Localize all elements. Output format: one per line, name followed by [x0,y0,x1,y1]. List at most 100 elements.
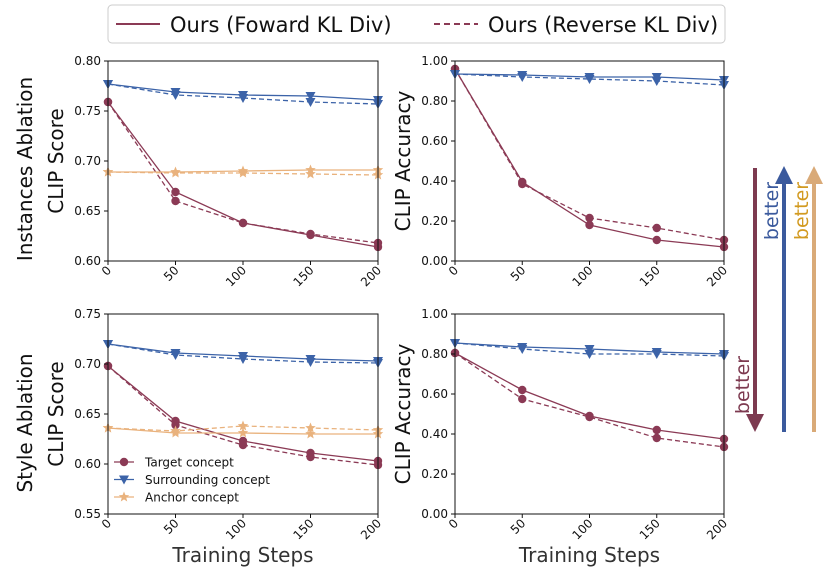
point-target-dashed-50 [171,420,180,430]
surrounding-better-label: better [761,182,783,240]
concept-legend: Target concept Surrounding concept Anchor … [114,456,270,505]
point-anchor-dashed-150 [305,168,316,179]
y-tick-label: 0.65 [74,204,101,218]
point-surrounding-dashed-50 [517,345,528,354]
legend-reverse-kl-label: Ours (Reverse KL Div) [488,13,718,37]
x-tick-label: 0 [446,263,461,278]
x-tick-label: 200 [358,263,384,289]
x-tick-label: 150 [637,263,663,289]
legend-anchor-marker [118,491,130,502]
y-tick-label: 0.65 [74,407,101,421]
point-surrounding-dashed-100 [584,75,595,84]
y-tick-label: 0.60 [421,134,448,148]
point-target-dashed-100 [585,213,594,223]
y-tick-label: 0.70 [74,154,101,168]
legend-target-label: Target concept [144,456,234,470]
x-tick-label: 200 [358,516,384,542]
point-target-solid-150 [652,425,661,435]
series-anchor-dashed-line [107,425,379,432]
x-tick-label: 50 [161,516,182,537]
y-axis-label: CLIP Score [44,361,68,466]
point-surrounding-dashed-50 [170,91,181,100]
row-label-instances: Instances Ablation [13,77,37,261]
point-surrounding-dashed-150 [305,98,316,107]
point-target-solid-50 [518,385,527,395]
point-surrounding-solid-100 [584,345,595,354]
y-tick-label: 0.80 [421,94,448,108]
surrounding-better-arrow: better [761,166,793,432]
y-tick-label: 1.00 [421,307,448,321]
x-tick-label: 50 [161,263,182,284]
chart-panel-1: 0.60 0.65 0.70 0.75 0.80 0 50 100 150 200 CLIP Sco… [44,54,384,289]
y-tick-label: 0.60 [421,387,448,401]
x-tick-label: 50 [508,516,529,537]
top-legend-frame [107,4,726,44]
point-target-dashed-150 [652,433,661,443]
target-better-arrow: better [732,168,764,432]
y-tick-label: 0.80 [74,54,101,68]
x-tick-label: 150 [637,516,663,542]
point-surrounding-dashed-150 [305,358,316,367]
point-target-solid-150 [652,235,661,245]
y-tick-label: 0.20 [421,214,448,228]
y-tick-label: 0.40 [421,174,448,188]
legend-target-marker [119,457,129,467]
x-tick-label: 0 [99,516,114,531]
y-tick-label: 0.80 [421,347,448,361]
legend-anchor-label: Anchor concept [145,491,239,505]
point-target-solid-50 [171,187,180,197]
series-target-dashed-line [107,365,379,466]
top-legend: Ours (Foward KL Div) Ours (Reverse KL Di… [107,4,726,44]
point-surrounding-dashed-100 [238,94,248,103]
legend-surrounding-marker [119,475,129,485]
series-surrounding-dashed-line [107,83,379,105]
point-target-solid-100 [585,220,594,230]
y-tick-label: 0.70 [74,357,101,371]
anchor-arrow-head [805,166,823,184]
target-arrow-head [746,414,764,432]
y-tick-label: 0.60 [74,254,101,268]
y-tick-label: 1.00 [421,54,448,68]
anchor-better-label: better [791,182,813,240]
point-surrounding-dashed-150 [651,77,662,86]
point-target-dashed-150 [652,223,661,233]
point-anchor-dashed-100 [237,167,249,178]
y-tick-label: 0.00 [421,254,448,268]
x-tick-label: 200 [704,516,730,542]
series-anchor-dashed-line [107,171,379,176]
y-tick-label: 0.60 [74,457,101,471]
point-surrounding-dashed-100 [238,355,248,364]
x-axis-label: Training Steps [171,543,313,567]
point-anchor-solid-150 [305,428,316,439]
point-surrounding-dashed-100 [584,350,595,359]
y-axis-label: CLIP Accuracy [391,343,415,484]
x-tick-label: 150 [291,263,317,289]
series-target-solid-line [454,352,725,440]
point-target-dashed-50 [518,394,527,404]
y-tick-label: 0.00 [421,507,448,521]
x-tick-label: 100 [570,263,596,289]
point-target-dashed-100 [238,218,248,228]
y-tick-label: 0.20 [421,467,448,481]
point-anchor-dashed-50 [170,425,181,436]
row-label-style: Style Ablation [13,353,37,492]
point-target-dashed-150 [306,452,315,462]
point-anchor-dashed-100 [237,420,249,431]
chart-panel-2: 0.00 0.20 0.40 0.60 0.80 1.00 0 50 100 150 200 CLIP… [391,54,730,289]
anchor-better-arrow: better [791,166,823,432]
y-axis-label: CLIP Accuracy [391,90,415,231]
point-surrounding-dashed-50 [517,73,528,82]
legend-forward-kl-label: Ours (Foward KL Div) [170,13,392,37]
chart-panel-4: 0.00 0.20 0.40 0.60 0.80 1.00 0 50 100 150 200 CLIP… [391,307,730,567]
point-surrounding-solid-150 [305,92,316,101]
legend-surrounding-label: Surrounding concept [145,473,270,487]
x-tick-label: 50 [508,263,529,284]
x-tick-label: 150 [291,516,317,542]
point-anchor-solid-100 [237,427,249,438]
target-better-label: better [732,356,754,414]
point-target-dashed-50 [518,179,527,189]
x-tick-label: 100 [570,516,596,542]
point-surrounding-dashed-50 [170,351,181,360]
x-tick-label: 0 [446,516,461,531]
